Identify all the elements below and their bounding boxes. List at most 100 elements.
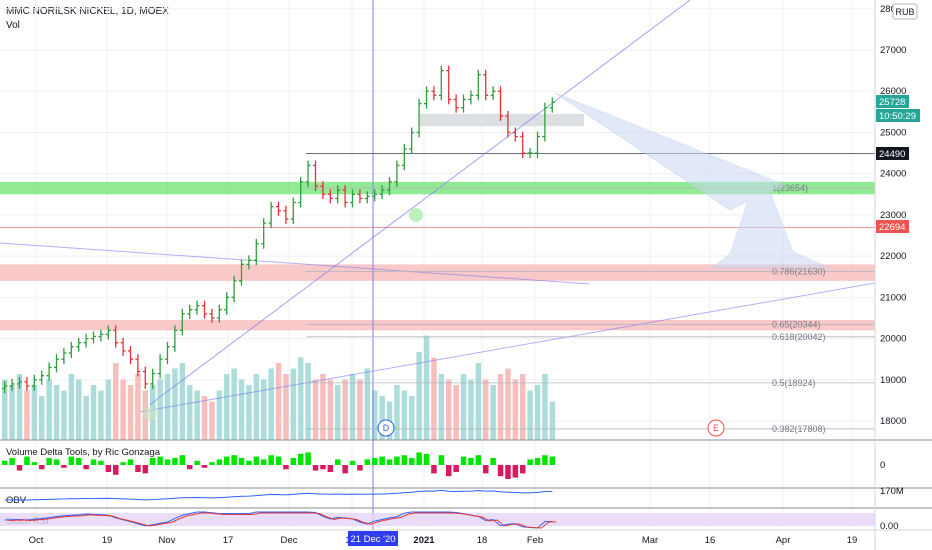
- delta-bar: [246, 460, 252, 465]
- volume-bar: [187, 385, 193, 440]
- ohlc-bar: [431, 86, 437, 101]
- volume-bar: [490, 385, 496, 440]
- delta-bar: [39, 465, 45, 470]
- ohlc-bar: [335, 185, 341, 204]
- delta-bar: [542, 455, 548, 465]
- ohlc-bar: [490, 86, 496, 101]
- volume-bar: [31, 385, 38, 440]
- delta-bar: [46, 458, 52, 465]
- volume-legend[interactable]: Vol: [6, 20, 20, 31]
- volume-bar: [401, 390, 408, 440]
- delta-bar: [394, 456, 400, 465]
- forecast-arrow[interactable]: [554, 92, 831, 269]
- volume-bar: [372, 390, 378, 440]
- ohlc-bar: [357, 189, 363, 204]
- ohlc-bar: [31, 374, 37, 391]
- event-marker-label: E: [713, 423, 719, 433]
- volume-bar: [335, 385, 341, 440]
- price-tick: 18000: [880, 416, 906, 427]
- volume-bar: [209, 401, 215, 440]
- ohlc-bar: [231, 275, 237, 303]
- volume-bar: [446, 379, 452, 440]
- ohlc-bar: [424, 86, 429, 109]
- delta-bar: [549, 456, 556, 465]
- chart-header: MMC NORILSK NICKEL, 1D, MOEX Vol: [6, 5, 169, 33]
- volume-bar: [379, 396, 385, 440]
- volume-bar: [275, 363, 282, 440]
- delta-bar: [527, 459, 533, 465]
- stoch-axis: 0.00: [880, 521, 899, 532]
- delta-bar: [216, 459, 223, 465]
- ohlc-bar: [549, 97, 555, 113]
- volume-bar: [549, 401, 556, 440]
- volume-bar: [290, 368, 297, 440]
- fib-label: 0.786(21630): [772, 266, 826, 276]
- event-marker-label: D: [383, 423, 390, 433]
- volume-bar: [431, 357, 437, 440]
- volume-bar: [68, 374, 75, 440]
- price-tick: 19000: [880, 375, 906, 386]
- ohlc-bar: [105, 325, 111, 340]
- volume-bar: [327, 379, 334, 440]
- price-axis[interactable]: 2800027000260002500024000230002200021000…: [874, 0, 920, 550]
- time-label: 19: [102, 535, 113, 546]
- volume-bar: [268, 368, 274, 440]
- time-label: 18: [477, 535, 488, 546]
- last-price: 25728: [879, 97, 905, 108]
- delta-bar: [512, 465, 519, 478]
- delta-bar: [68, 456, 75, 465]
- volume-bar: [298, 357, 304, 440]
- volume-bar: [423, 335, 430, 440]
- delta-bar: [386, 459, 393, 465]
- delta-bar: [209, 462, 215, 465]
- indicator-panes: Volume Delta Tools, by Ric GonzagaOBVSto…: [0, 439, 932, 529]
- delta-bar: [24, 456, 30, 465]
- ohlc-bar: [179, 308, 185, 336]
- forecast-arrow-shape: [554, 92, 831, 269]
- ohlc-bar: [409, 127, 415, 154]
- ohlc-bar: [276, 201, 281, 216]
- delta-bar: [187, 465, 193, 470]
- ohlc-bar: [135, 354, 141, 377]
- marker-price-tag: [876, 147, 909, 160]
- ohlc-bar: [142, 366, 148, 389]
- volume-bar: [135, 374, 141, 440]
- ohlc-bar: [39, 370, 45, 385]
- time-label: Mar: [642, 535, 658, 546]
- volume-bar: [468, 379, 474, 440]
- time-label: Dec: [281, 535, 298, 546]
- volume-bar: [438, 374, 445, 440]
- price-tick: 24000: [880, 169, 906, 180]
- fib-label: 1(23654): [772, 183, 808, 193]
- volume-bar: [157, 379, 163, 440]
- ohlc-bar: [401, 143, 407, 171]
- volume-bar: [475, 363, 482, 440]
- volume-bar: [127, 385, 134, 440]
- ohlc-bar: [187, 304, 193, 319]
- volume-bar: [409, 396, 415, 440]
- ohlc-bar: [2, 381, 8, 394]
- delta-bar: [2, 460, 8, 465]
- delta-bar: [490, 458, 496, 465]
- delta-bar: [409, 458, 415, 465]
- symbol-title[interactable]: MMC NORILSK NICKEL, 1D, MOEX: [6, 6, 169, 17]
- ohlc-bar: [520, 131, 526, 159]
- resistance-zone: [0, 320, 875, 331]
- delta-bar: [305, 452, 311, 465]
- price-tick: 25000: [880, 127, 906, 138]
- volume-bar: [16, 374, 23, 440]
- volume-bar: [261, 379, 267, 440]
- time-axis[interactable]: Oct19Nov17Dec1202118FebMar16Apr1921 Dec …: [0, 529, 932, 546]
- ohlc-bar: [387, 176, 392, 196]
- volume-bar: [497, 374, 504, 440]
- volume-bar: [416, 352, 422, 440]
- volume-bar: [120, 379, 126, 440]
- volume-bar: [460, 374, 467, 440]
- ohlc-bar: [283, 205, 289, 224]
- delta-bar: [438, 455, 445, 465]
- volume-bar: [238, 379, 245, 440]
- ohlc-bar: [498, 86, 503, 121]
- volume-bar: [98, 390, 104, 440]
